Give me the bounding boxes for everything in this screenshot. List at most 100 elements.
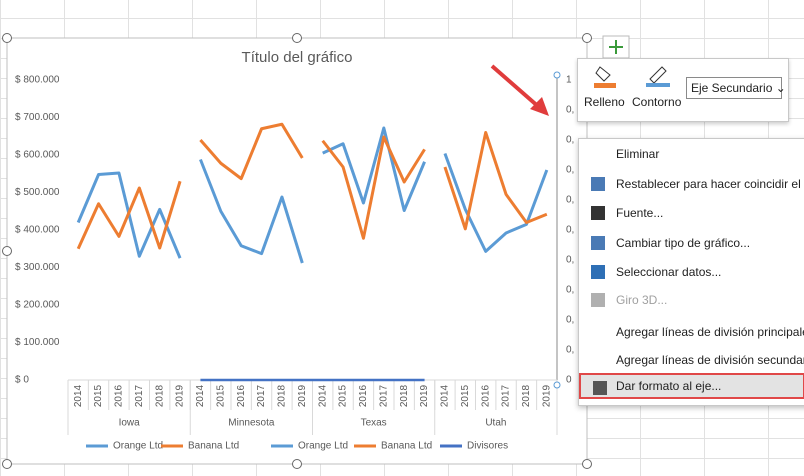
y-tick-label: $ 0	[15, 375, 29, 386]
legend-label: Orange Ltd	[113, 441, 163, 452]
y2-tick-label: 0	[566, 375, 572, 386]
resize-handle[interactable]	[582, 459, 592, 469]
resize-handle[interactable]	[2, 33, 12, 43]
x-tick-label: 2019	[419, 384, 430, 407]
y2-tick-label: 0,	[566, 195, 574, 206]
legend-label: Banana Ltd	[381, 441, 432, 452]
series-line	[199, 152, 549, 264]
series-line	[199, 122, 548, 231]
annotation-arrow	[490, 64, 542, 110]
resize-handle[interactable]	[2, 459, 12, 469]
x-tick-label: 2019	[541, 384, 552, 407]
x-tick-label: 2018	[154, 384, 165, 407]
x-tick-label: 2019	[175, 384, 186, 407]
fill-icon[interactable]	[592, 63, 622, 89]
menu-item[interactable]: Seleccionar datos...	[579, 259, 804, 285]
y2-tick-label: 0,	[566, 105, 574, 116]
outline-icon[interactable]	[644, 63, 678, 89]
menu-icon	[591, 293, 605, 307]
y2-tick-label: 0,	[566, 315, 574, 326]
x-tick-label: 2017	[501, 384, 512, 407]
y2-tick-label: 0,	[566, 255, 574, 266]
y-tick-label: $ 200.000	[15, 300, 60, 311]
menu-icon	[591, 147, 605, 161]
y2-tick-label: 0,	[566, 225, 574, 236]
menu-item[interactable]: Dar formato al eje...	[579, 373, 804, 399]
x-tick-label: 2014	[440, 384, 451, 407]
menu-label: Restablecer para hacer coincidir el e	[616, 177, 804, 191]
resize-handle[interactable]	[292, 33, 302, 43]
x-tick-label: 2014	[195, 384, 206, 407]
chart-title: Título del gráfico	[242, 49, 353, 66]
dropdown-text: Eje Secundario	[691, 81, 773, 95]
annotation-arrowhead	[530, 97, 549, 116]
group-label: Texas	[361, 418, 387, 429]
y-tick-label: $ 400.000	[15, 225, 60, 236]
x-tick-label: 2018	[277, 384, 288, 407]
group-label: Utah	[485, 418, 506, 429]
x-tick-label: 2015	[460, 384, 471, 407]
mini-toolbar: Relleno Contorno Eje Secundario ⌄	[577, 58, 789, 122]
x-tick-label: 2017	[256, 384, 267, 407]
menu-label: Fuente...	[616, 206, 664, 220]
y2-tick-label: 0,	[566, 165, 574, 176]
axis-handle	[553, 381, 561, 389]
x-tick-label: 2018	[521, 384, 532, 407]
menu-label: Dar formato al eje...	[616, 379, 722, 393]
x-tick-label: 2017	[134, 384, 145, 407]
menu-icon	[591, 177, 605, 191]
outline-button[interactable]: Contorno	[632, 95, 682, 109]
resize-handle[interactable]	[2, 246, 12, 256]
context-menu: Eliminar Restablecer para hacer coincidir…	[578, 138, 804, 406]
x-tick-label: 2016	[236, 384, 247, 407]
x-tick-label: 2018	[399, 384, 410, 407]
element-dropdown[interactable]: Eje Secundario ⌄	[686, 77, 786, 99]
menu-label: Agregar líneas de división secundari	[616, 353, 804, 367]
y-tick-label: $ 700.000	[15, 112, 60, 123]
menu-icon	[591, 236, 605, 250]
y-tick-label: $ 300.000	[15, 262, 60, 273]
y2-tick-label: 1	[566, 75, 572, 86]
menu-item[interactable]: Restablecer para hacer coincidir el e	[579, 171, 804, 197]
x-tick-label: 2016	[358, 384, 369, 407]
resize-handle[interactable]	[292, 459, 302, 469]
plus-icon	[609, 40, 623, 54]
y-tick-label: $ 600.000	[15, 150, 60, 161]
group-label: Minnesota	[228, 418, 275, 429]
x-tick-label: 2015	[338, 384, 349, 407]
x-tick-label: 2016	[480, 384, 491, 407]
menu-item[interactable]: Agregar líneas de división principale	[579, 319, 804, 345]
y-tick-label: $ 100.000	[15, 337, 60, 348]
fill-button[interactable]: Relleno	[584, 95, 625, 109]
axis-handle	[553, 71, 561, 79]
menu-icon	[591, 325, 605, 339]
x-tick-label: 2016	[114, 384, 125, 407]
x-tick-label: 2017	[378, 384, 389, 407]
x-tick-label: 2014	[73, 384, 84, 407]
menu-icon	[591, 206, 605, 220]
menu-label: Giro 3D...	[616, 293, 668, 307]
menu-item[interactable]: Fuente...	[579, 200, 804, 226]
menu-item: Giro 3D...	[579, 287, 804, 313]
legend-label: Divisores	[467, 441, 508, 452]
group-label: Iowa	[119, 418, 141, 429]
menu-icon	[591, 265, 605, 279]
x-tick-label: 2015	[215, 384, 226, 407]
menu-item[interactable]: Cambiar tipo de gráfico...	[579, 230, 804, 256]
resize-handle[interactable]	[582, 33, 592, 43]
menu-label: Seleccionar datos...	[616, 265, 722, 279]
y2-tick-label: 0,	[566, 345, 574, 356]
x-tick-label: 2014	[317, 384, 328, 407]
legend-label: Banana Ltd	[188, 441, 239, 452]
menu-item[interactable]: Eliminar	[579, 141, 804, 167]
menu-item[interactable]: Agregar líneas de división secundari	[579, 347, 804, 373]
legend-label: Orange Ltd	[298, 441, 348, 452]
menu-label: Eliminar	[616, 147, 660, 161]
y-tick-label: $ 800.000	[15, 75, 60, 86]
series-line	[76, 135, 426, 250]
chart-area[interactable]	[6, 37, 588, 465]
y2-tick-label: 0,	[566, 285, 574, 296]
menu-label: Agregar líneas de división principale	[616, 325, 804, 339]
